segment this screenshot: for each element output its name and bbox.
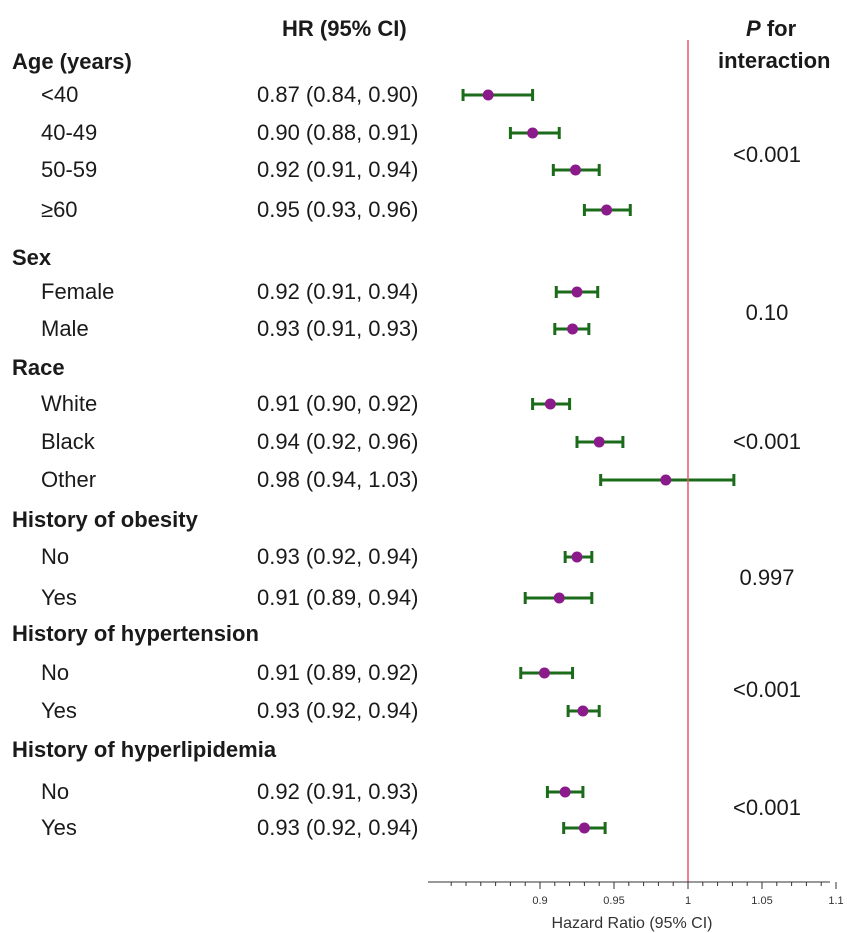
group-label: Sex <box>12 245 52 270</box>
row-label: 50-59 <box>41 157 98 182</box>
hr-ci-text: 0.93 (0.92, 0.94) <box>257 698 419 723</box>
hr-point <box>571 286 583 298</box>
row-label: Yes <box>41 815 77 840</box>
row-label: White <box>41 391 98 416</box>
p-interaction-value: <0.001 <box>733 795 801 820</box>
hr-ci-text: 0.87 (0.84, 0.90) <box>257 82 419 107</box>
hr-ci-text: 0.93 (0.92, 0.94) <box>257 815 419 840</box>
p-interaction-value: <0.001 <box>733 429 801 454</box>
x-tick-label: 0.95 <box>603 895 624 907</box>
group-label: Race <box>12 355 65 380</box>
hr-point <box>577 705 589 717</box>
hr-ci-text: 0.92 (0.91, 0.94) <box>257 279 419 304</box>
hr-point <box>570 164 582 176</box>
hr-point <box>559 786 571 798</box>
hr-ci-text: 0.93 (0.91, 0.93) <box>257 316 419 341</box>
p-interaction-header-line2: interaction <box>718 48 831 73</box>
hr-ci-text: 0.98 (0.94, 1.03) <box>257 467 419 492</box>
row-label: Female <box>41 279 115 304</box>
x-tick-label: 1.05 <box>751 895 772 907</box>
hr-ci-text: 0.95 (0.93, 0.96) <box>257 197 419 222</box>
hr-point <box>553 592 565 604</box>
hr-column-header: HR (95% CI) <box>282 16 407 41</box>
hr-point <box>660 474 672 486</box>
hr-ci-text: 0.90 (0.88, 0.91) <box>257 120 419 145</box>
row-label: No <box>41 544 70 569</box>
hr-point <box>571 551 583 563</box>
hr-point <box>601 204 613 216</box>
p-interaction-header-line1: P for <box>746 18 796 40</box>
hr-ci-text: 0.94 (0.92, 0.96) <box>257 429 419 454</box>
p-for-label: for <box>766 16 797 41</box>
p-interaction-value: 0.10 <box>745 300 789 325</box>
x-tick-label: 1 <box>685 895 691 907</box>
hr-point <box>544 398 556 410</box>
row-label: Yes <box>41 698 77 723</box>
hr-ci-text: 0.91 (0.89, 0.94) <box>257 585 419 610</box>
hr-point <box>567 323 579 335</box>
x-tick-label: 1.1 <box>828 895 843 907</box>
hr-ci-text: 0.92 (0.91, 0.94) <box>257 157 419 182</box>
row-label: No <box>41 660 70 685</box>
row-label: Other <box>41 467 97 492</box>
row-label: ≥60 <box>41 197 78 222</box>
row-label: No <box>41 779 70 804</box>
hr-point <box>527 127 539 139</box>
hr-ci-text: 0.92 (0.91, 0.93) <box>257 779 419 804</box>
p-italic-label: P <box>746 16 761 41</box>
hr-ci-text: 0.93 (0.92, 0.94) <box>257 544 419 569</box>
x-axis-label: Hazard Ratio (95% CI) <box>552 915 713 932</box>
hr-point <box>538 667 550 679</box>
x-tick-label: 0.9 <box>532 895 547 907</box>
p-interaction-value: 0.997 <box>739 565 795 590</box>
row-label: Male <box>41 316 89 341</box>
hr-point <box>482 89 494 101</box>
row-label: Black <box>41 429 95 454</box>
p-interaction-value: <0.001 <box>733 142 801 167</box>
group-label: History of hyperlipidemia <box>12 737 277 762</box>
row-label: <40 <box>41 82 79 107</box>
group-label: History of hypertension <box>12 621 259 646</box>
row-label: 40-49 <box>41 120 98 145</box>
p-interaction-value: <0.001 <box>733 677 801 702</box>
group-label: History of obesity <box>12 507 198 532</box>
group-label: Age (years) <box>12 49 132 74</box>
hr-point <box>593 436 605 448</box>
hr-point <box>578 822 590 834</box>
row-label: Yes <box>41 585 77 610</box>
hr-ci-text: 0.91 (0.90, 0.92) <box>257 391 419 416</box>
hr-ci-text: 0.91 (0.89, 0.92) <box>257 660 419 685</box>
